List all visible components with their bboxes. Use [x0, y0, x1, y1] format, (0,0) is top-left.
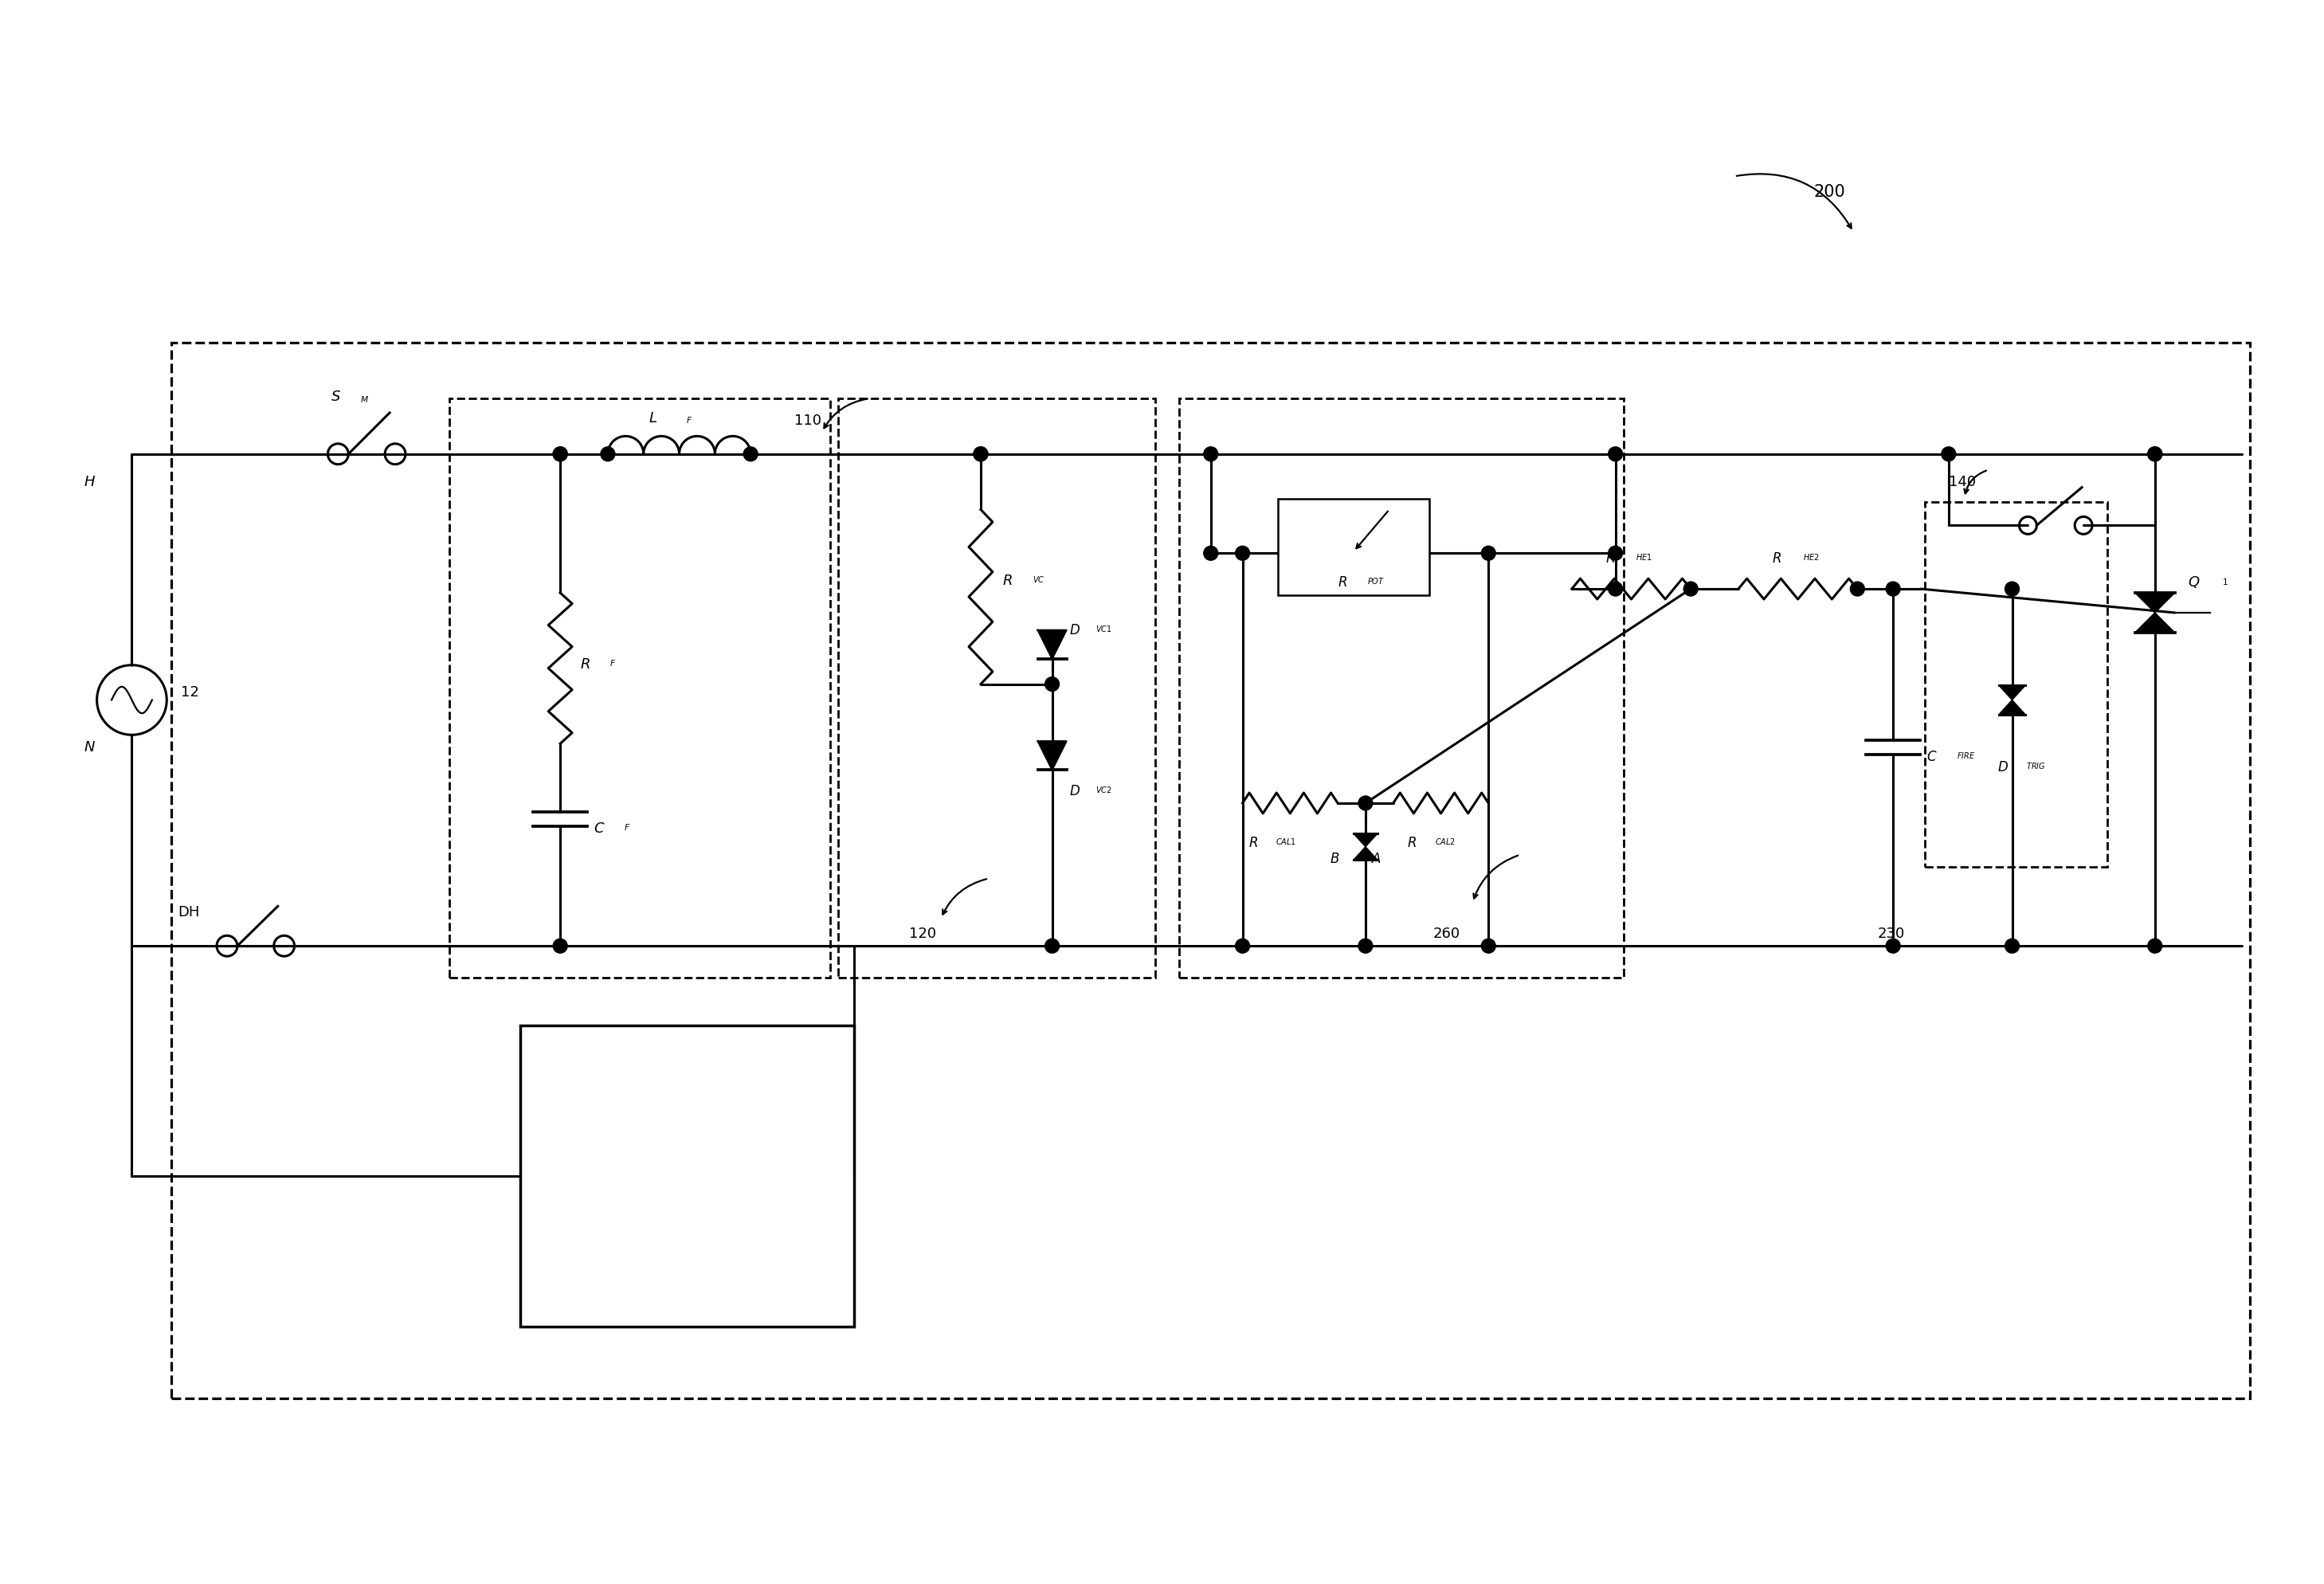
Text: 110: 110 — [795, 413, 820, 428]
Polygon shape — [1039, 630, 1067, 659]
Polygon shape — [1039, 741, 1067, 770]
Circle shape — [974, 447, 988, 461]
Text: $_{HE1}$: $_{HE1}$ — [1636, 551, 1652, 562]
Text: Load: Load — [669, 1174, 706, 1190]
Text: A: A — [1371, 852, 1380, 866]
Text: $_{VC1}$: $_{VC1}$ — [1095, 623, 1113, 634]
Text: D: D — [1999, 760, 2008, 775]
Circle shape — [1236, 939, 1250, 954]
Text: C: C — [1927, 749, 1936, 763]
Text: R: R — [581, 657, 590, 672]
Text: R: R — [1408, 836, 1418, 851]
Text: $_{CAL2}$: $_{CAL2}$ — [1434, 836, 1455, 847]
Text: DH: DH — [179, 906, 200, 920]
Circle shape — [2147, 447, 2161, 461]
Bar — [521, 1025, 853, 1327]
Text: D: D — [1069, 623, 1081, 637]
Bar — [172, 342, 2250, 1399]
Text: H: H — [84, 475, 95, 489]
Circle shape — [1236, 546, 1250, 561]
Text: $_F$: $_F$ — [686, 413, 693, 426]
Circle shape — [1204, 447, 1218, 461]
Polygon shape — [1999, 686, 2024, 700]
Circle shape — [1608, 546, 1622, 561]
Circle shape — [1683, 581, 1699, 596]
Polygon shape — [1353, 847, 1378, 860]
Bar — [839, 399, 1155, 977]
Bar — [1924, 502, 2108, 866]
Circle shape — [1941, 447, 1957, 461]
Polygon shape — [1999, 700, 2024, 714]
Polygon shape — [1353, 833, 1378, 847]
Text: R: R — [1248, 836, 1257, 851]
Text: L: L — [648, 412, 658, 426]
Text: N: N — [84, 740, 95, 754]
Text: R: R — [1606, 551, 1615, 565]
Text: S: S — [332, 390, 342, 404]
Text: $_1$: $_1$ — [2222, 575, 2229, 588]
Circle shape — [1046, 676, 1060, 691]
Text: C: C — [593, 822, 604, 836]
Text: $_{POT}$: $_{POT}$ — [1367, 575, 1385, 586]
Text: R: R — [1339, 575, 1348, 589]
Circle shape — [1046, 939, 1060, 954]
Circle shape — [1480, 546, 1497, 561]
Circle shape — [1357, 939, 1373, 954]
Circle shape — [2006, 939, 2020, 954]
Circle shape — [974, 447, 988, 461]
Text: Lighting: Lighting — [655, 1109, 718, 1123]
Text: D: D — [1069, 784, 1081, 798]
Text: $_{TRIG}$: $_{TRIG}$ — [2027, 760, 2045, 771]
Circle shape — [553, 939, 567, 954]
Circle shape — [2006, 581, 2020, 596]
Circle shape — [1357, 797, 1373, 811]
Circle shape — [553, 447, 567, 461]
Bar — [1178, 399, 1624, 977]
Circle shape — [1850, 581, 1864, 596]
Circle shape — [1887, 581, 1901, 596]
Circle shape — [744, 447, 758, 461]
Text: 12: 12 — [181, 684, 200, 699]
Text: 230: 230 — [1878, 927, 1903, 941]
Text: $_{CAL1}$: $_{CAL1}$ — [1276, 836, 1297, 847]
Text: $_{HE2}$: $_{HE2}$ — [1803, 551, 1820, 562]
Text: B: B — [1329, 852, 1339, 866]
Text: 260: 260 — [1434, 927, 1459, 941]
Text: $_{VC2}$: $_{VC2}$ — [1095, 784, 1113, 795]
Circle shape — [2147, 939, 2161, 954]
Circle shape — [553, 447, 567, 461]
Circle shape — [600, 447, 616, 461]
Circle shape — [1204, 546, 1218, 561]
Polygon shape — [2136, 613, 2175, 632]
Text: R: R — [1773, 551, 1783, 565]
Circle shape — [2147, 447, 2161, 461]
Circle shape — [1608, 447, 1622, 461]
Circle shape — [1887, 939, 1901, 954]
Text: R: R — [1004, 573, 1013, 588]
Text: 140: 140 — [1948, 475, 1975, 489]
Text: $_{VC}$: $_{VC}$ — [1032, 573, 1046, 584]
Text: $_F$: $_F$ — [623, 821, 630, 833]
Bar — [1278, 499, 1429, 596]
Text: $_{FIRE}$: $_{FIRE}$ — [1957, 749, 1975, 760]
Bar — [449, 399, 830, 977]
Polygon shape — [2136, 592, 2175, 613]
Circle shape — [1480, 939, 1497, 954]
Text: 202: 202 — [672, 1259, 702, 1274]
Text: $_F$: $_F$ — [609, 657, 616, 668]
Circle shape — [1608, 581, 1622, 596]
Text: $_M$: $_M$ — [360, 393, 370, 404]
Text: 200: 200 — [1813, 184, 1845, 200]
Text: Q: Q — [2189, 575, 2199, 589]
Text: 120: 120 — [909, 927, 937, 941]
